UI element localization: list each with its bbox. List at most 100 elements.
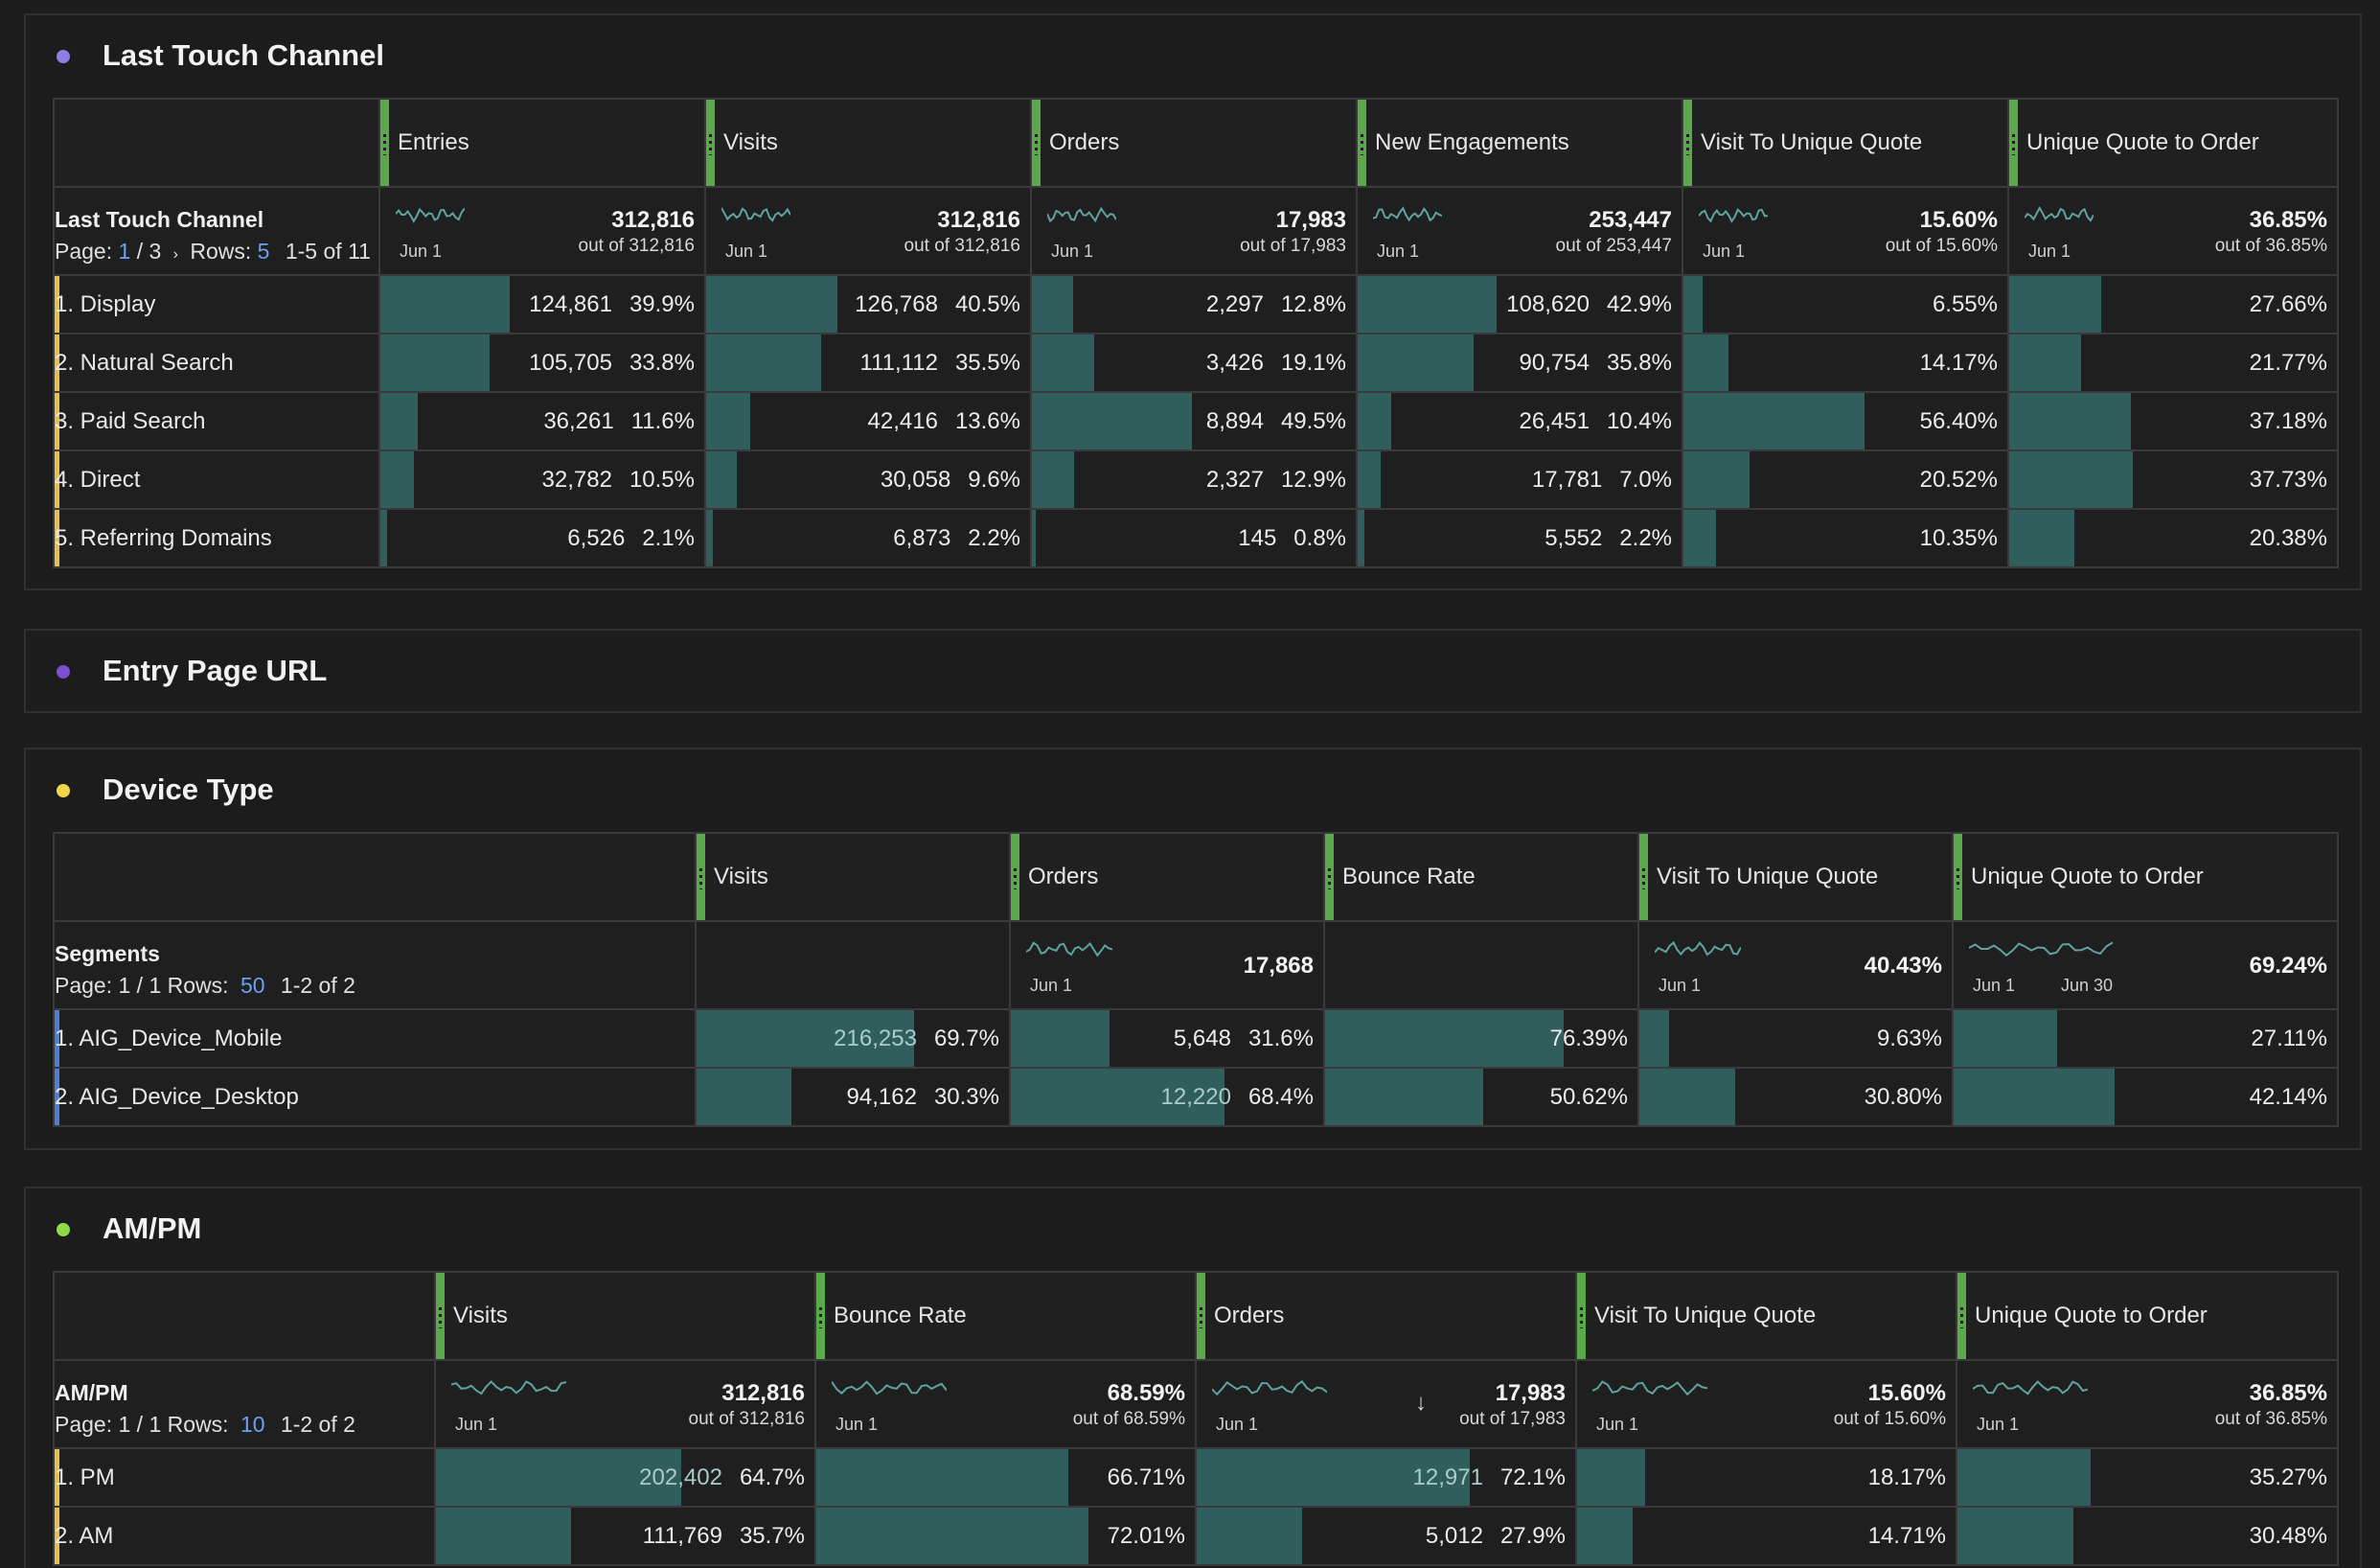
rows-value-link[interactable]: 50: [240, 973, 265, 998]
metric-cell[interactable]: 21.77%: [2007, 333, 2339, 393]
drag-handle-icon[interactable]: [1198, 1274, 1205, 1358]
sparkline-icon[interactable]: [831, 1378, 948, 1404]
metric-cell[interactable]: 3,426 19.1%: [1030, 333, 1358, 393]
metric-header-1[interactable]: Bounce Rate: [814, 1271, 1197, 1361]
metric-cell[interactable]: 18.17%: [1575, 1447, 1957, 1508]
metric-header-2[interactable]: Bounce Rate: [1323, 832, 1639, 922]
metric-cell[interactable]: 2,327 12.9%: [1030, 450, 1358, 510]
drag-handle-icon[interactable]: [1012, 835, 1019, 919]
metric-cell[interactable]: 145 0.8%: [1030, 508, 1358, 568]
metric-header-4[interactable]: Unique Quote to Order: [1956, 1271, 2339, 1361]
metric-cell[interactable]: 30.80%: [1637, 1067, 1954, 1127]
metric-cell[interactable]: 5,648 31.6%: [1009, 1008, 1325, 1069]
chevron-right-icon[interactable]: ›: [172, 246, 178, 263]
sparkline-icon[interactable]: [1654, 939, 1742, 965]
sparkline-icon[interactable]: [1591, 1378, 1708, 1404]
metric-cell[interactable]: 36,261 11.6%: [378, 391, 706, 451]
metric-cell[interactable]: 26,451 10.4%: [1356, 391, 1683, 451]
metric-cell[interactable]: 9.63%: [1637, 1008, 1954, 1069]
row-dimension-label[interactable]: 2. Natural Search: [53, 333, 380, 393]
metric-cell[interactable]: 108,620 42.9%: [1356, 274, 1683, 334]
drag-handle-icon[interactable]: [381, 101, 389, 185]
row-dimension-label[interactable]: 1. AIG_Device_Mobile: [53, 1008, 697, 1069]
metric-cell[interactable]: 76.39%: [1323, 1008, 1639, 1069]
metric-header-2[interactable]: Orders: [1195, 1271, 1577, 1361]
row-dimension-label[interactable]: 1. PM: [53, 1447, 436, 1508]
sparkline-icon[interactable]: [1372, 205, 1443, 231]
metric-cell[interactable]: 90,754 35.8%: [1356, 333, 1683, 393]
page-current-link[interactable]: 1: [118, 239, 131, 264]
drag-handle-icon[interactable]: [1326, 835, 1334, 919]
metric-cell[interactable]: 12,220 68.4%: [1009, 1067, 1325, 1127]
rows-value-link[interactable]: 5: [257, 239, 270, 264]
metric-header-0[interactable]: Visits: [695, 832, 1011, 922]
sort-descending-icon[interactable]: ↓: [1415, 1390, 1427, 1416]
metric-cell[interactable]: 2,297 12.8%: [1030, 274, 1358, 334]
metric-cell[interactable]: 42.14%: [1952, 1067, 2339, 1127]
sparkline-icon[interactable]: [1698, 205, 1769, 231]
table-row[interactable]: 5. Referring Domains 6,526 2.1% 6,873 2.2% 14…: [53, 508, 2339, 568]
metric-header-0[interactable]: Entries: [378, 98, 706, 188]
metric-cell[interactable]: 6,526 2.1%: [378, 508, 706, 568]
metric-cell[interactable]: 202,402 64.7%: [434, 1447, 816, 1508]
metric-cell[interactable]: 94,162 30.3%: [695, 1067, 1011, 1127]
metric-cell[interactable]: 20.52%: [1682, 450, 2009, 510]
table-row[interactable]: 3. Paid Search 36,261 11.6% 42,416 13.6% 8,89…: [53, 391, 2339, 451]
metric-cell[interactable]: 50.62%: [1323, 1067, 1639, 1127]
sparkline-icon[interactable]: [1046, 205, 1117, 231]
sparkline-icon[interactable]: [1211, 1378, 1328, 1404]
row-dimension-label[interactable]: 3. Paid Search: [53, 391, 380, 451]
drag-handle-icon[interactable]: [437, 1274, 445, 1358]
metric-cell[interactable]: 32,782 10.5%: [378, 450, 706, 510]
sparkline-icon[interactable]: [395, 205, 466, 231]
drag-handle-icon[interactable]: [698, 835, 705, 919]
metric-cell[interactable]: 27.11%: [1952, 1008, 2339, 1069]
panel-title[interactable]: Entry Page URL: [103, 654, 328, 687]
metric-header-3[interactable]: Visit To Unique Quote: [1637, 832, 1954, 922]
drag-handle-icon[interactable]: [1640, 835, 1648, 919]
metric-header-4[interactable]: Unique Quote to Order: [1952, 832, 2339, 922]
drag-handle-icon[interactable]: [1578, 1274, 1586, 1358]
drag-handle-icon[interactable]: [817, 1274, 825, 1358]
sparkline-icon[interactable]: [721, 205, 791, 231]
table-row[interactable]: 1. PM 202,402 64.7% 66.71% 12,971 72.1% 18.17%…: [53, 1447, 2339, 1508]
row-dimension-label[interactable]: 2. AM: [53, 1506, 436, 1566]
drag-handle-icon[interactable]: [1033, 101, 1041, 185]
panel-title[interactable]: Device Type: [103, 772, 274, 806]
metric-header-5[interactable]: Unique Quote to Order: [2007, 98, 2339, 188]
metric-header-1[interactable]: Orders: [1009, 832, 1325, 922]
sparkline-icon[interactable]: [450, 1378, 567, 1404]
table-row[interactable]: 2. Natural Search 105,705 33.8% 111,112 35.5…: [53, 333, 2339, 393]
metric-cell[interactable]: 105,705 33.8%: [378, 333, 706, 393]
metric-cell[interactable]: 6.55%: [1682, 274, 2009, 334]
sparkline-icon[interactable]: [1972, 1378, 2089, 1404]
row-dimension-label[interactable]: 1. Display: [53, 274, 380, 334]
metric-cell[interactable]: 111,769 35.7%: [434, 1506, 816, 1566]
table-row[interactable]: 2. AIG_Device_Desktop 94,162 30.3% 12,220 68…: [53, 1067, 2339, 1127]
metric-cell[interactable]: 216,253 69.7%: [695, 1008, 1011, 1069]
metric-cell[interactable]: 30.48%: [1956, 1506, 2339, 1566]
metric-cell[interactable]: 56.40%: [1682, 391, 2009, 451]
metric-cell[interactable]: 6,873 2.2%: [704, 508, 1032, 568]
metric-header-2[interactable]: Orders: [1030, 98, 1358, 188]
table-row[interactable]: 2. AM 111,769 35.7% 72.01% 5,012 27.9% 14.71% 3…: [53, 1506, 2339, 1566]
metric-cell[interactable]: 8,894 49.5%: [1030, 391, 1358, 451]
table-row[interactable]: 1. Display 124,861 39.9% 126,768 40.5% 2,297 1…: [53, 274, 2339, 334]
metric-cell[interactable]: 27.66%: [2007, 274, 2339, 334]
row-dimension-label[interactable]: 2. AIG_Device_Desktop: [53, 1067, 697, 1127]
drag-handle-icon[interactable]: [1684, 101, 1692, 185]
metric-cell[interactable]: 35.27%: [1956, 1447, 2339, 1508]
drag-handle-icon[interactable]: [2010, 101, 2018, 185]
sparkline-icon[interactable]: [1025, 939, 1113, 965]
panel-title[interactable]: Last Touch Channel: [103, 38, 384, 72]
sparkline-icon[interactable]: [2024, 205, 2094, 231]
metric-header-1[interactable]: Visits: [704, 98, 1032, 188]
metric-cell[interactable]: 42,416 13.6%: [704, 391, 1032, 451]
metric-header-4[interactable]: Visit To Unique Quote: [1682, 98, 2009, 188]
metric-cell[interactable]: 124,861 39.9%: [378, 274, 706, 334]
panel-title[interactable]: AM/PM: [103, 1211, 202, 1245]
metric-header-3[interactable]: New Engagements: [1356, 98, 1683, 188]
metric-cell[interactable]: 37.73%: [2007, 450, 2339, 510]
rows-value-link[interactable]: 10: [240, 1412, 265, 1437]
metric-cell[interactable]: 10.35%: [1682, 508, 2009, 568]
